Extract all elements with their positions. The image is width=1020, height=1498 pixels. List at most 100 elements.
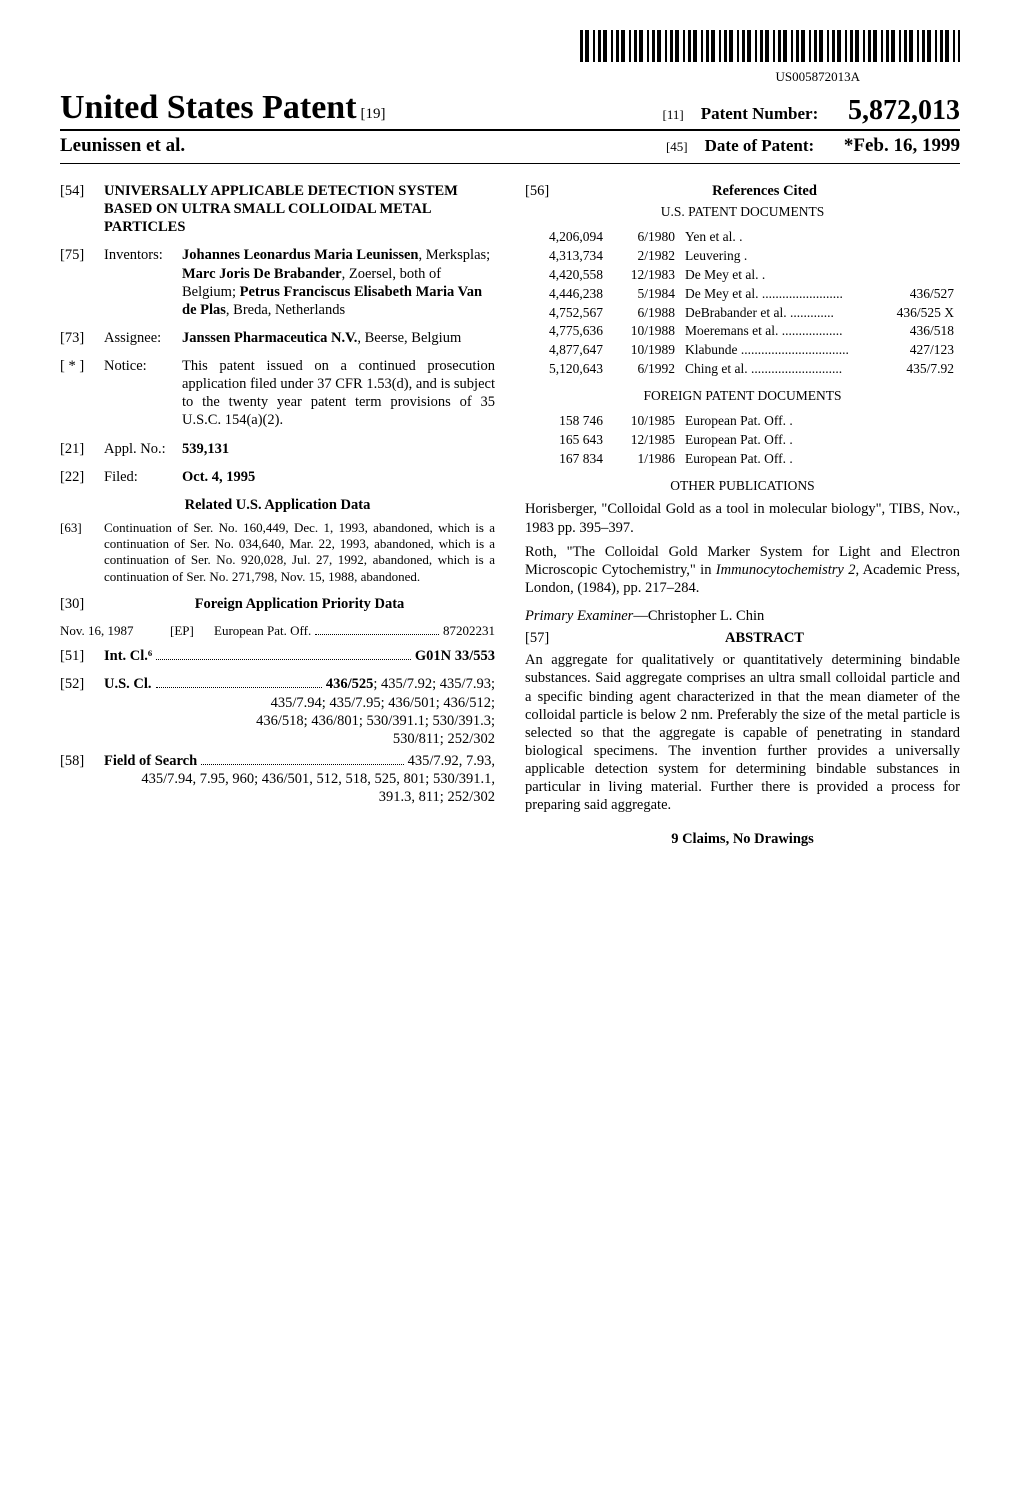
ref-cls: 436/527 (866, 286, 958, 303)
filed-value: Oct. 4, 1995 (182, 468, 495, 486)
us-doc-row: 4,877,64710/1989Klabunde ...............… (527, 342, 958, 359)
fs-label: Field of Search (104, 752, 197, 770)
claims-line: 9 Claims, No Drawings (525, 830, 960, 848)
ref-date: 10/1988 (609, 323, 679, 340)
intcl-field: [51] Int. Cl.⁶ G01N 33/553 (60, 647, 495, 665)
fs-primary: 435/7.92, 7.93, (408, 752, 495, 770)
foreign-docs-table: 158 74610/1985European Pat. Off. .165 64… (525, 411, 960, 470)
ref-name: European Pat. Off. . (681, 451, 958, 468)
fp-office: European Pat. Off. (214, 623, 311, 639)
fp-num: 87202231 (443, 623, 495, 639)
ref-date: 1/1986 (609, 451, 679, 468)
appl-code: [21] (60, 440, 104, 458)
ref-cls (866, 229, 958, 246)
ref-num: 4,206,094 (527, 229, 607, 246)
notice-body: This patent issued on a continued prosec… (182, 357, 495, 430)
ref-date: 10/1985 (609, 413, 679, 430)
fieldsearch-body: Field of Search 435/7.92, 7.93, 435/7.94… (104, 752, 495, 806)
invention-title: UNIVERSALLY APPLICABLE DETECTION SYSTEM … (104, 182, 495, 236)
uscl-label: U.S. Cl. (104, 675, 152, 693)
intcl-code: [51] (60, 647, 104, 665)
ref-num: 4,877,647 (527, 342, 607, 359)
continuation-body: Continuation of Ser. No. 160,449, Dec. 1… (104, 520, 495, 585)
fs-cont: 435/7.94, 7.95, 960; 436/501, 512, 518, … (104, 770, 495, 806)
ref-num: 5,120,643 (527, 361, 607, 378)
date-code: [45] (666, 139, 688, 154)
dots (156, 647, 411, 660)
dots (156, 675, 322, 688)
authors: Leunissen et al. (60, 135, 185, 157)
examiner-line: Primary Examiner—Christopher L. Chin (525, 607, 960, 625)
us-doc-row: 4,420,55812/1983De Mey et al. . (527, 267, 958, 284)
i3: Petrus Franciscus Elisabeth Maria Van de… (182, 284, 482, 318)
right-column: [56] References Cited U.S. PATENT DOCUME… (525, 182, 960, 849)
barcode-region (60, 30, 960, 67)
examiner-name: —Christopher L. Chin (633, 608, 764, 624)
ref-name: Yen et al. . (681, 229, 864, 246)
us-doc-row: 4,446,2385/1984De Mey et al. ...........… (527, 286, 958, 303)
abstract-code: [57] (525, 629, 569, 647)
fieldsearch-field: [58] Field of Search 435/7.92, 7.93, 435… (60, 752, 495, 806)
i1: Johannes Leonardus Maria Leunissen (182, 247, 418, 263)
other-pubs-head: OTHER PUBLICATIONS (525, 478, 960, 495)
notice-code: [ * ] (60, 357, 104, 430)
fp-date: Nov. 16, 1987 (60, 623, 170, 639)
ref-name: Ching et al. ........................... (681, 361, 864, 378)
ref-date: 6/1992 (609, 361, 679, 378)
foreign-priority-head-row: [30] Foreign Application Priority Data (60, 595, 495, 613)
inventors-code: [75] (60, 246, 104, 319)
notice-field: [ * ] Notice: This patent issued on a co… (60, 357, 495, 430)
foreign-doc-row: 165 64312/1985European Pat. Off. . (527, 432, 958, 449)
header-row-1: United States Patent [19] [11] Patent Nu… (60, 89, 960, 131)
filed-code: [22] (60, 468, 104, 486)
header-left: United States Patent [19] (60, 89, 386, 127)
header-row-2: Leunissen et al. [45] Date of Patent: *F… (60, 131, 960, 164)
barcode-graphic (580, 30, 960, 62)
assignee-field: [73] Assignee: Janssen Pharmaceutica N.V… (60, 329, 495, 347)
assignee-body: Janssen Pharmaceutica N.V., Beerse, Belg… (182, 329, 495, 347)
us-docs-table: 4,206,0946/1980Yen et al. .4,313,7342/19… (525, 227, 960, 380)
ref-cls (866, 267, 958, 284)
abstract-head-row: [57] ABSTRACT (525, 629, 960, 647)
intcl-body: Int. Cl.⁶ G01N 33/553 (104, 647, 495, 665)
invention-title-field: [54] UNIVERSALLY APPLICABLE DETECTION SY… (60, 182, 495, 236)
title-code: [54] (60, 182, 104, 236)
i2: Marc Joris De Brabander (182, 266, 342, 282)
intcl-value: G01N 33/553 (415, 647, 495, 665)
ref-date: 2/1982 (609, 248, 679, 265)
pub2-i: Immunocytochemistry 2 (716, 562, 856, 578)
foreign-docs-head: FOREIGN PATENT DOCUMENTS (525, 388, 960, 405)
ref-num: 165 643 (527, 432, 607, 449)
us-doc-row: 4,775,63610/1988Moeremans et al. .......… (527, 323, 958, 340)
abstract-body: An aggregate for qualitatively or quanti… (525, 651, 960, 814)
foreign-doc-row: 167 8341/1986European Pat. Off. . (527, 451, 958, 468)
uscl-code: [52] (60, 675, 104, 748)
fp-country: [EP] (170, 623, 214, 639)
refs-code: [56] (525, 182, 569, 200)
uscl-field: [52] U.S. Cl. 436/525; 435/7.92; 435/7.9… (60, 675, 495, 748)
refs-head: References Cited (569, 182, 960, 200)
dots (201, 752, 403, 765)
ref-num: 158 746 (527, 413, 607, 430)
patent-office-title: United States Patent (60, 89, 357, 126)
foreign-head: Foreign Application Priority Data (104, 595, 495, 613)
uscl-primary: 436/525; 435/7.92; 435/7.93; 435/7.94; 4… (326, 675, 495, 693)
ref-date: 6/1988 (609, 305, 679, 322)
patent-number-label: Patent Number: (701, 104, 819, 123)
ref-name: European Pat. Off. . (681, 413, 958, 430)
ref-cls: 436/518 (866, 323, 958, 340)
ref-num: 4,752,567 (527, 305, 607, 322)
foreign-priority-line: Nov. 16, 1987 [EP] European Pat. Off. 87… (60, 623, 495, 639)
ref-date: 12/1983 (609, 267, 679, 284)
publication-2: Roth, "The Colloidal Gold Marker System … (525, 543, 960, 597)
us-doc-row: 4,206,0946/1980Yen et al. . (527, 229, 958, 246)
uscl-line1: U.S. Cl. 436/525; 435/7.92; 435/7.93; 43… (104, 675, 495, 693)
date-label: Date of Patent: (705, 136, 815, 155)
abstract-head: ABSTRACT (569, 629, 960, 647)
ref-date: 10/1989 (609, 342, 679, 359)
fs-line1: Field of Search 435/7.92, 7.93, (104, 752, 495, 770)
uscl-cont: 435/7.94; 435/7.95; 436/501; 436/512;436… (104, 694, 495, 748)
header-right-2: [45] Date of Patent: *Feb. 16, 1999 (666, 135, 960, 157)
ref-cls: 427/123 (866, 342, 958, 359)
us-docs-head: U.S. PATENT DOCUMENTS (525, 204, 960, 221)
